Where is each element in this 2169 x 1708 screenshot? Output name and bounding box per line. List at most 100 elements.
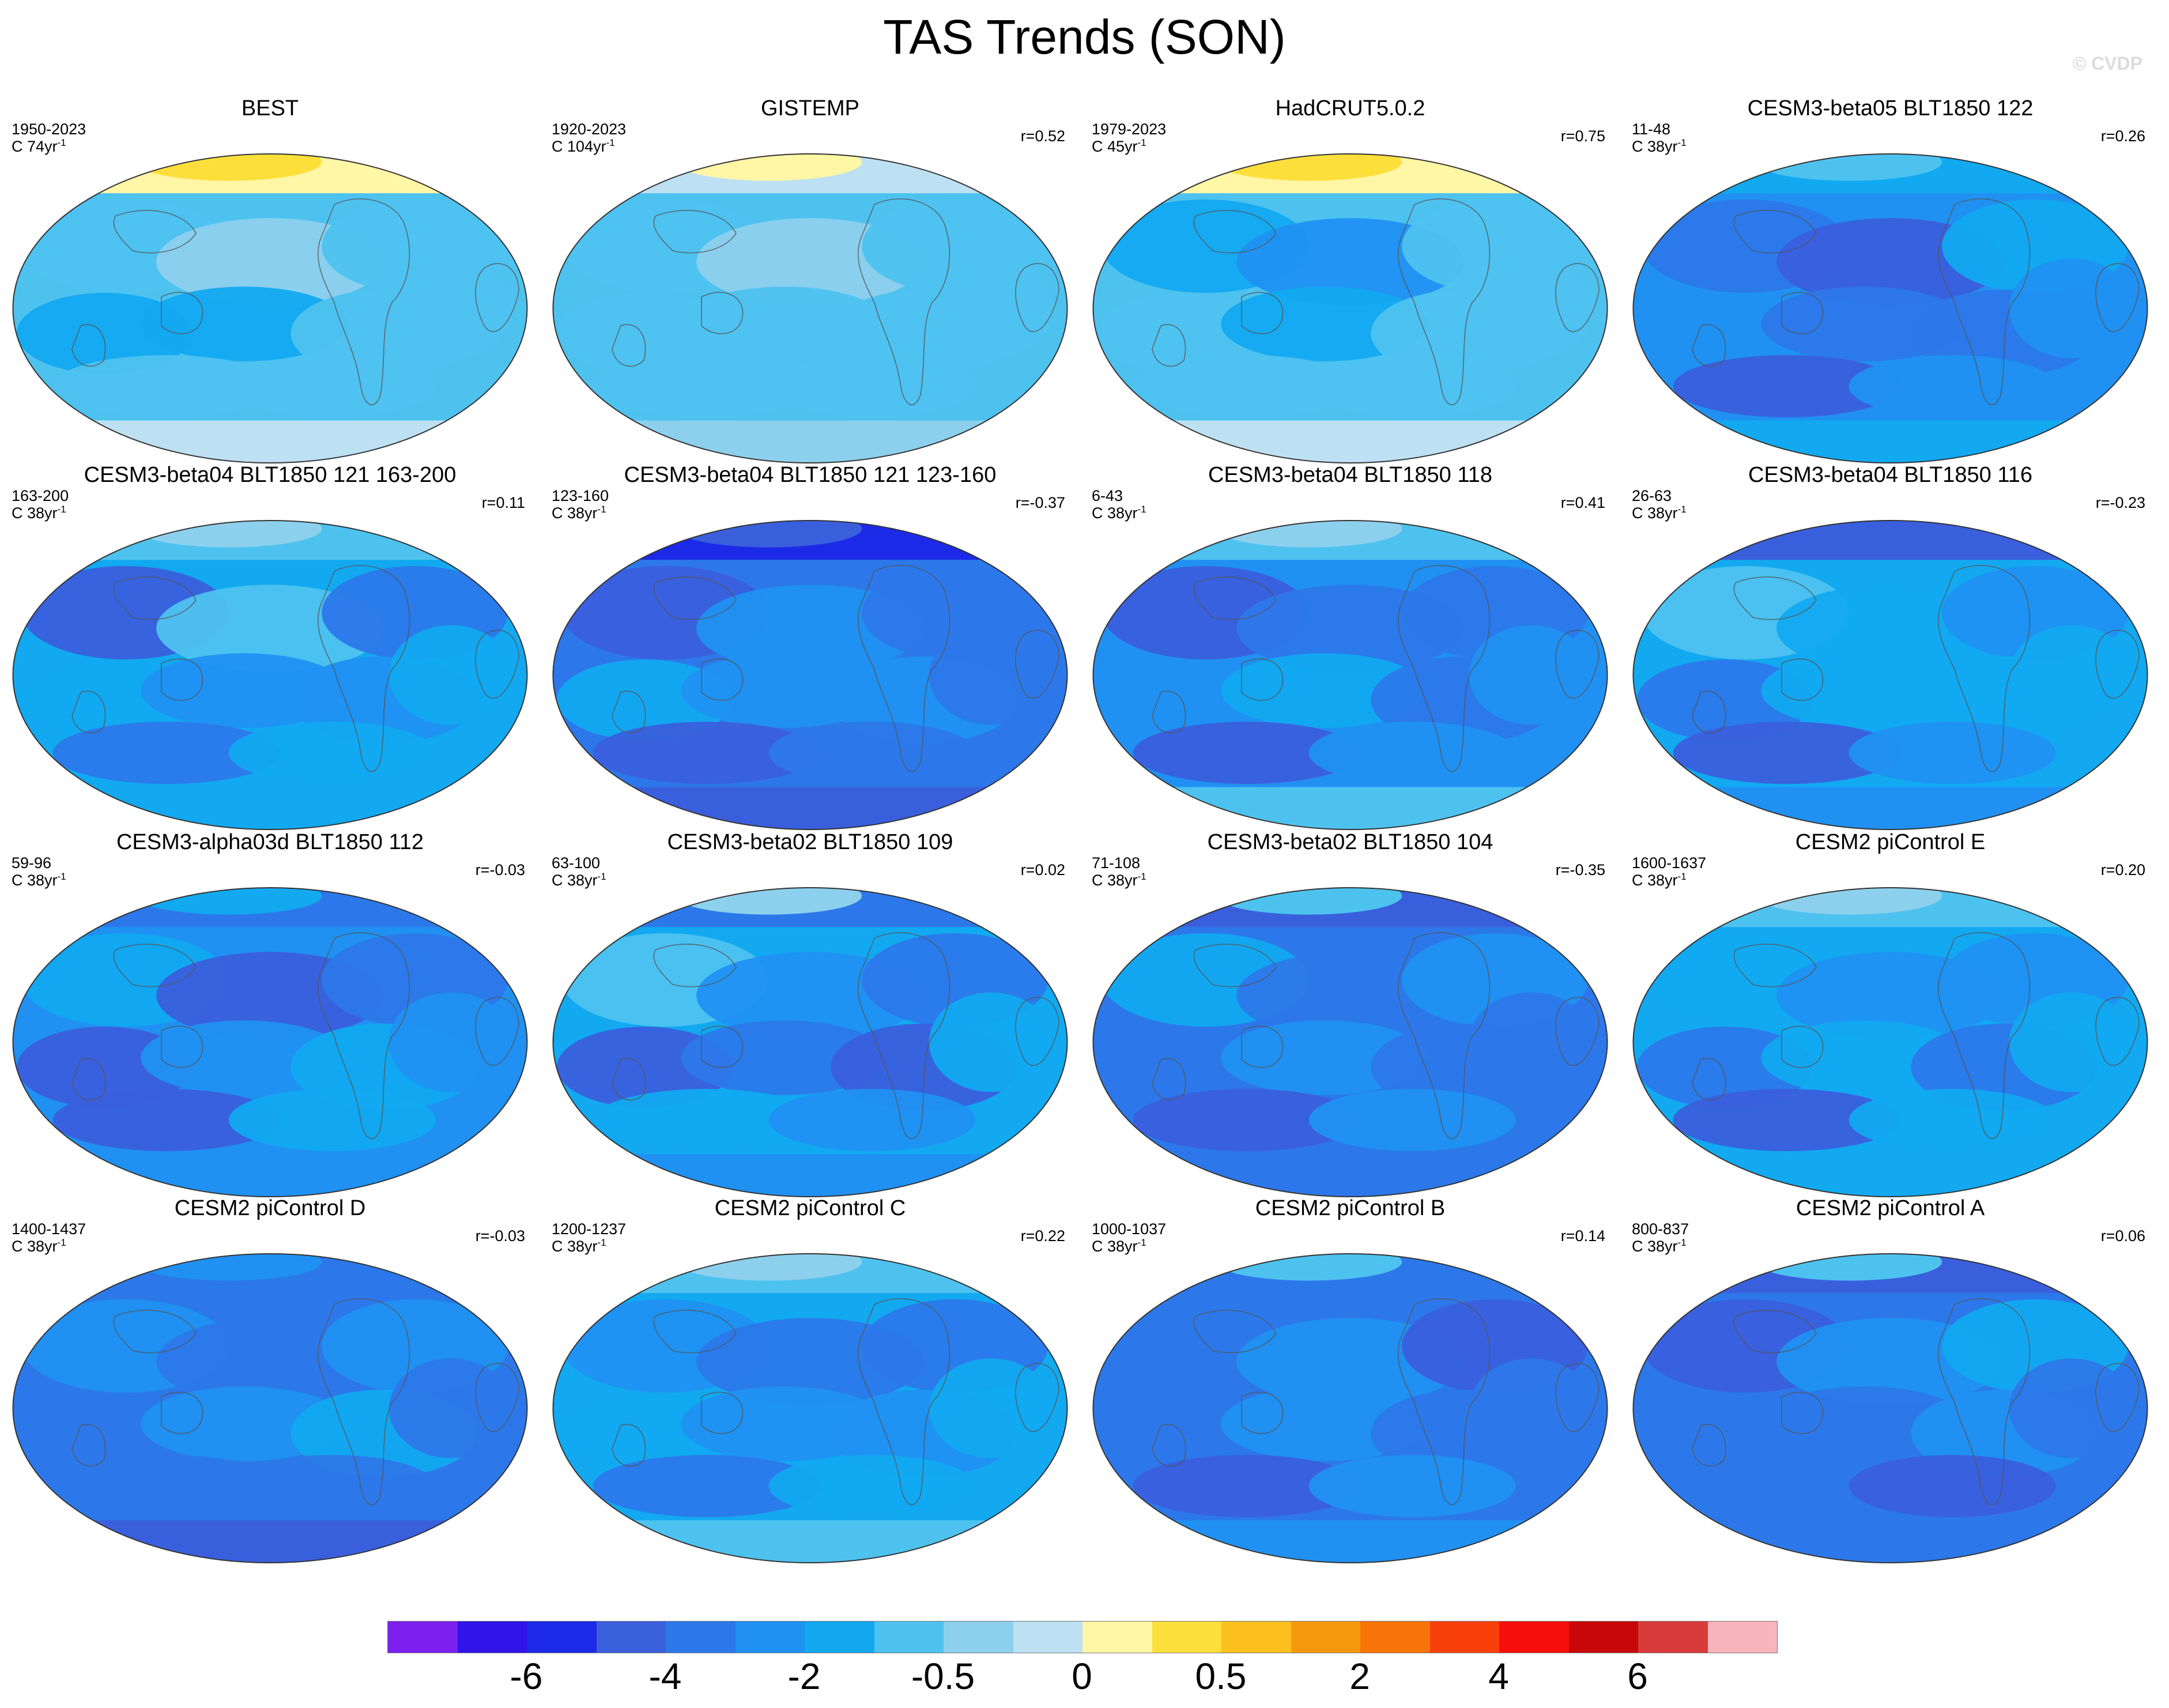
trend-field-region (52, 1455, 281, 1517)
map-panel: CESM3-beta05 BLT1850 122 11-48 C 38yr-1 r=0… (1620, 95, 2160, 463)
map-panel: CESM3-beta04 BLT1850 116 26-63 C 38yr-1 r=-… (1620, 462, 2160, 830)
trend-field-region (593, 355, 821, 417)
map-projection-border (552, 887, 1068, 1197)
panel-title: CESM2 piControl E (1795, 830, 1986, 854)
coastline-outline (113, 576, 197, 620)
colorbar-swatch (527, 1622, 597, 1653)
map-panel: CESM3-beta04 BLT1850 121 123-160 123-160 C… (540, 462, 1080, 830)
southern-ocean-trend-band (1633, 1520, 2148, 1563)
coastline-outline (1193, 944, 1277, 987)
trend-units-exponent: -1 (1137, 137, 1146, 148)
panel-trend-units: C 38yr-1 (1092, 504, 1146, 522)
arctic-trend-maximum (676, 1254, 862, 1281)
trend-units-exponent: -1 (597, 1237, 606, 1248)
trend-units-yr: yr (44, 1238, 58, 1255)
coastline-outline (161, 1392, 203, 1434)
figure-title: TAS Trends (SON) (883, 10, 1286, 64)
trend-units-text: C 38 (12, 872, 45, 889)
trend-units-yr: yr (44, 138, 58, 155)
coastline-outline (1398, 198, 1491, 406)
map-projection-border (1092, 1253, 1608, 1563)
panel-trend-units: C 38yr-1 (552, 1238, 606, 1255)
map-panel: GISTEMP 1920-2023 C 104yr-1 r=0.52 (540, 95, 1080, 463)
trend-field-region (1849, 1455, 2056, 1517)
southern-ocean-trend-band (1633, 1154, 2148, 1197)
trend-field-region (52, 1089, 281, 1151)
southern-ocean-trend-band (1093, 1520, 1608, 1563)
map-projection-border (1632, 1253, 2148, 1563)
coastline-outline (858, 932, 950, 1140)
coastline-outline (1733, 1310, 1817, 1353)
trend-field-region (228, 355, 436, 417)
coastline-outline (1015, 629, 1059, 699)
southern-ocean-trend-band (13, 420, 527, 463)
panel-year-range: 6-43 (1092, 487, 1123, 504)
coastline-outline (2095, 1363, 2140, 1432)
panel-year-range: 63-100 (552, 854, 601, 872)
coastline-outline (71, 691, 106, 734)
trend-field-region (768, 1089, 976, 1151)
colorbar-swatch (457, 1622, 527, 1653)
coastline-outline (1938, 565, 2031, 772)
coastline-outline (1692, 1424, 1726, 1467)
panel-title: CESM3-alpha03d BLT1850 112 (116, 830, 424, 854)
trend-units-yr: yr (1125, 138, 1138, 155)
trend-field-region (1849, 722, 2056, 784)
trend-field-region (388, 625, 514, 725)
colorbar-swatch (1152, 1622, 1221, 1653)
map-projection-border (12, 1253, 528, 1563)
map-panel: CESM3-alpha03d BLT1850 112 59-96 C 38yr-1 r… (0, 829, 540, 1197)
coastline-outline (858, 1298, 950, 1506)
coastline-outline (1398, 1298, 1491, 1506)
trend-units-text: C 38 (1632, 872, 1665, 889)
coastline-outline (161, 658, 203, 701)
coastline-outline (1692, 324, 1726, 367)
coastline-outline (2095, 997, 2140, 1066)
trend-units-exponent: -1 (57, 137, 66, 148)
trend-field-region (1308, 355, 1516, 417)
map-panel: HadCRUT5.0.2 1979-2023 C 45yr-1 r=0.75 (1080, 95, 1620, 463)
colorbar-tick-label: -4 (648, 1656, 682, 1697)
arctic-trend-maximum (1216, 1254, 1402, 1281)
map-projection-border (552, 1253, 1068, 1563)
panel-pattern-correlation: r=0.02 (1020, 861, 1065, 878)
trend-units-yr: yr (1125, 1238, 1138, 1255)
panel-year-range: 59-96 (12, 854, 52, 872)
trend-field-region (1469, 1358, 1594, 1458)
coastline-outline (701, 292, 744, 334)
southern-ocean-trend-band (1633, 420, 2148, 463)
coastline-outline (858, 198, 950, 406)
trend-units-yr: yr (1665, 872, 1678, 889)
coastline-outline (1015, 263, 1059, 333)
panel-title: CESM3-beta04 BLT1850 118 (1208, 463, 1492, 487)
trend-field-region (1849, 1089, 2056, 1151)
coastline-outline (475, 997, 519, 1066)
watermark-text: © CVDP (2072, 53, 2142, 74)
colorbar-tick-label: -2 (787, 1656, 821, 1697)
colorbar-swatch (1360, 1622, 1430, 1653)
panel-title: CESM3-beta05 BLT1850 122 (1747, 96, 2034, 120)
trend-field-region (768, 355, 976, 417)
trend-units-text: C 38 (1632, 138, 1665, 155)
colorbar-swatch (1707, 1622, 1777, 1653)
trend-field-region (593, 722, 821, 784)
panel-pattern-correlation: r=0.11 (481, 494, 525, 511)
coastline-outline (1152, 1424, 1186, 1467)
coastline-outline (318, 932, 410, 1140)
coastline-outline (1555, 1363, 1600, 1432)
southern-ocean-trend-band (13, 1154, 527, 1197)
southern-ocean-trend-band (13, 1520, 527, 1563)
trend-units-exponent: -1 (1137, 871, 1146, 882)
panel-pattern-correlation: r=0.22 (1020, 1227, 1065, 1245)
colorbar-swatch (735, 1622, 805, 1653)
panel-pattern-correlation: r=-0.37 (1015, 494, 1065, 511)
trend-field-region (1673, 722, 1901, 784)
map-projection-border (552, 153, 1068, 463)
panel-year-range: 1400-1437 (12, 1220, 86, 1238)
trend-units-exponent: -1 (1677, 504, 1687, 515)
map-panel: CESM3-beta02 BLT1850 109 63-100 C 38yr-1 r=… (540, 829, 1080, 1197)
panel-trend-units: C 38yr-1 (1092, 1238, 1146, 1255)
southern-ocean-trend-band (13, 787, 527, 830)
map-projection-border (552, 520, 1068, 830)
coastline-outline (2095, 263, 2140, 333)
